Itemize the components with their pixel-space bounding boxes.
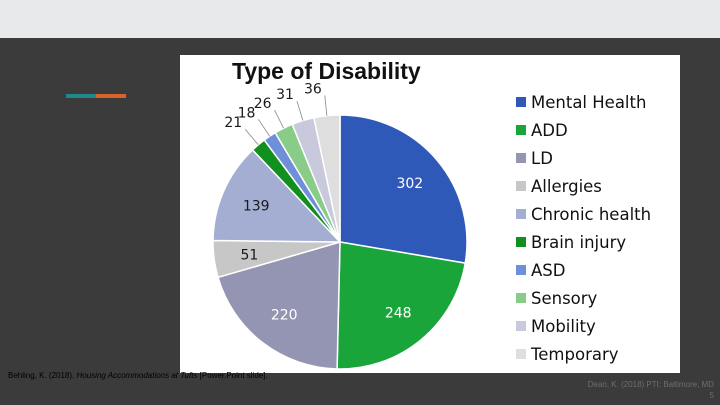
data-label-allergies: 51 xyxy=(240,247,258,263)
legend-item-mental-health: Mental Health xyxy=(516,88,651,116)
legend-swatch xyxy=(516,265,526,275)
footer: Dean, K. (2018) PTI: Baltimore, MD 5 xyxy=(588,379,714,401)
pie-slice-add xyxy=(336,241,467,370)
leader-line-temporary xyxy=(324,95,328,116)
legend-label: Temporary xyxy=(531,344,619,364)
leader-line-sensory xyxy=(274,109,284,129)
footer-credit: Dean, K. (2018) PTI: Baltimore, MD xyxy=(587,380,714,389)
data-label-chronic-health: 139 xyxy=(243,198,270,214)
legend-item-mobility: Mobility xyxy=(516,312,651,340)
data-label-brain-injury: 21 xyxy=(224,115,242,131)
legend-label: Allergies xyxy=(531,176,602,196)
data-label-mental-health: 302 xyxy=(396,176,423,192)
leader-line-asd xyxy=(258,119,271,137)
legend-item-temporary: Temporary xyxy=(516,340,651,368)
legend-item-brain-injury: Brain injury xyxy=(516,228,651,256)
data-label-mobility: 31 xyxy=(276,87,294,103)
legend-swatch xyxy=(516,321,526,331)
pie-slice-ld xyxy=(217,240,341,370)
data-label-temporary: 36 xyxy=(304,81,322,97)
legend-swatch xyxy=(516,293,526,303)
top-band xyxy=(0,0,720,38)
data-label-ld: 220 xyxy=(271,307,298,323)
data-label-add: 248 xyxy=(385,305,412,321)
legend-swatch xyxy=(516,209,526,219)
legend-label: ASD xyxy=(531,260,566,280)
citation-suffix: [Power.Point slide]. xyxy=(197,371,268,380)
citation-title: Housing Accommodations at Tufts xyxy=(76,371,198,380)
legend-item-ld: LD xyxy=(516,144,651,172)
legend-label: ADD xyxy=(531,120,568,140)
legend-label: LD xyxy=(531,148,553,168)
data-label-asd: 18 xyxy=(238,105,256,121)
legend-item-asd: ASD xyxy=(516,256,651,284)
legend-swatch xyxy=(516,349,526,359)
data-label-sensory: 26 xyxy=(254,96,272,112)
leader-line-mobility xyxy=(296,100,304,121)
legend-item-add: ADD xyxy=(516,116,651,144)
citation-prefix: Behling, K. (2018). xyxy=(8,371,77,380)
legend: Mental Health ADD LD Allergies Chronic healt… xyxy=(516,88,651,368)
legend-item-sensory: Sensory xyxy=(516,284,651,312)
citation: Behling, K. (2018). Housing Accommodatio… xyxy=(8,371,268,380)
legend-item-chronic-health: Chronic health xyxy=(516,200,651,228)
legend-label: Sensory xyxy=(531,288,598,308)
chart-title: Type of Disability xyxy=(232,58,421,84)
legend-swatch xyxy=(516,237,526,247)
leader-line-brain-injury xyxy=(244,128,259,146)
accent-bar-orange xyxy=(96,94,126,98)
legend-swatch xyxy=(516,97,526,107)
legend-swatch xyxy=(516,125,526,135)
page-number: 5 xyxy=(709,391,714,400)
legend-label: Chronic health xyxy=(531,204,652,224)
pie-slice-chronic-health xyxy=(212,148,342,243)
legend-item-allergies: Allergies xyxy=(516,172,651,200)
pie-slice-mental-health xyxy=(339,114,468,264)
accent-bar-teal xyxy=(66,94,96,98)
legend-label: Brain injury xyxy=(531,232,627,252)
legend-label: Mental Health xyxy=(531,92,647,112)
legend-swatch xyxy=(516,181,526,191)
legend-swatch xyxy=(516,153,526,163)
legend-label: Mobility xyxy=(531,316,596,336)
